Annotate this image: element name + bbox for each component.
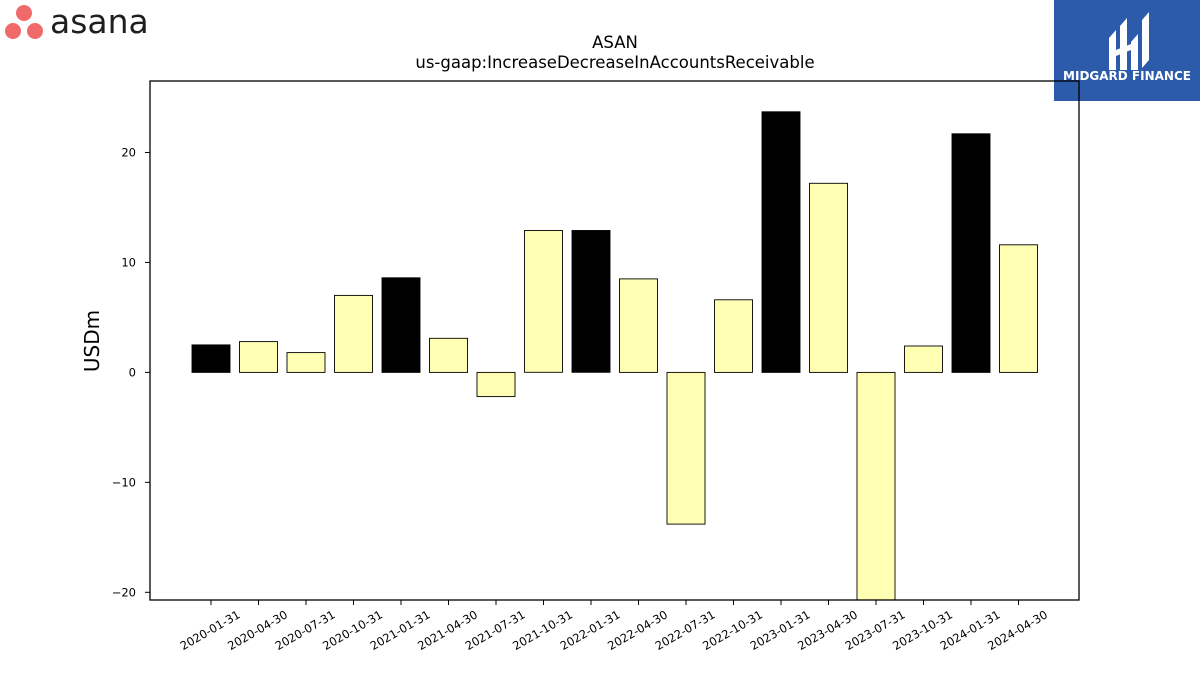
bar-2021-01-31 bbox=[381, 277, 421, 373]
bar-2022-04-30 bbox=[619, 278, 658, 373]
midgard-finance-logo: MIDGARD FINANCE bbox=[1054, 0, 1200, 101]
y-tick-label: 20 bbox=[121, 145, 136, 159]
y-tick-label: 0 bbox=[129, 365, 136, 379]
bar-2022-01-31 bbox=[571, 230, 611, 373]
bar-2020-10-31 bbox=[334, 294, 373, 373]
y-tick-label: −10 bbox=[112, 475, 136, 489]
bar-2020-04-30 bbox=[239, 341, 278, 373]
bar-2022-10-31 bbox=[714, 299, 753, 373]
asana-logo-dot-right bbox=[27, 23, 43, 39]
bar-2023-04-30 bbox=[809, 182, 848, 373]
bars-group bbox=[191, 111, 1038, 601]
bar-2024-04-30 bbox=[999, 244, 1038, 373]
bar-2023-10-31 bbox=[904, 345, 943, 373]
asana-logo: asana bbox=[5, 2, 149, 41]
x-axis-ticks: 2020-01-312020-04-302020-07-312020-10-31… bbox=[178, 600, 1050, 653]
chart-subtitle: us-gaap:IncreaseDecreaseInAccountsReceiv… bbox=[415, 53, 814, 72]
bar-2022-07-31 bbox=[666, 371, 706, 525]
bar-2020-07-31 bbox=[286, 352, 326, 373]
plot-frame bbox=[149, 80, 1080, 601]
asana-logo-dot-top bbox=[16, 5, 32, 21]
bar-2021-07-31 bbox=[476, 371, 516, 398]
y-tick-label: −20 bbox=[112, 585, 136, 599]
bar-2023-01-31 bbox=[761, 111, 801, 373]
bar-2021-04-30 bbox=[429, 337, 468, 373]
y-axis-label: USDm bbox=[80, 310, 104, 372]
bar-2024-01-31 bbox=[951, 133, 991, 373]
asana-logo-text: asana bbox=[50, 2, 149, 41]
bar-2023-07-31 bbox=[856, 371, 896, 601]
bar-2021-10-31 bbox=[524, 230, 563, 373]
midgard-logo-text: MIDGARD FINANCE bbox=[1063, 69, 1191, 83]
y-tick-label: 10 bbox=[121, 255, 136, 269]
midgard-logo-mark-icon bbox=[1109, 12, 1149, 70]
bar-2020-01-31 bbox=[191, 344, 231, 373]
asana-logo-dot-left bbox=[5, 23, 21, 39]
chart-title: ASAN bbox=[592, 33, 638, 52]
y-axis-ticks: −20 −10 0 10 20 bbox=[112, 145, 150, 599]
